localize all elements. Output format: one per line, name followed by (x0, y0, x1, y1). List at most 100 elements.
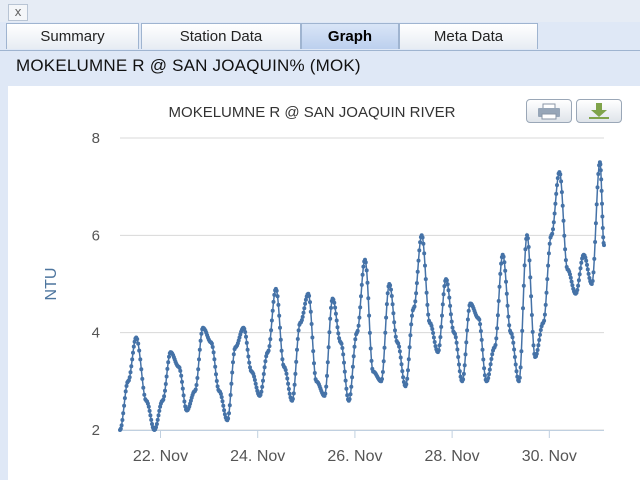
tab-station-data[interactable]: Station Data (141, 23, 301, 49)
data-point (593, 240, 598, 244)
data-point (342, 369, 347, 374)
data-point (195, 376, 200, 380)
data-point (122, 396, 127, 401)
data-point (450, 325, 455, 330)
data-point (456, 355, 461, 359)
data-point (243, 330, 248, 334)
data-point (139, 367, 144, 372)
data-point (178, 368, 183, 373)
data-point (585, 267, 590, 272)
data-point (418, 240, 423, 245)
data-point (517, 375, 522, 380)
data-point (292, 382, 297, 387)
data-point (585, 262, 589, 267)
tab-summary[interactable]: Summary (6, 23, 139, 49)
data-point (576, 278, 581, 283)
data-point (465, 328, 470, 333)
data-point (366, 296, 371, 301)
print-button[interactable] (526, 99, 572, 123)
data-point (122, 403, 127, 408)
data-point (198, 338, 203, 343)
data-point (380, 377, 384, 381)
data-point (180, 379, 184, 384)
data-point (277, 313, 282, 318)
data-point (404, 382, 409, 387)
data-point (563, 247, 568, 252)
data-point (478, 329, 483, 334)
data-point (327, 330, 332, 335)
data-point (162, 394, 167, 399)
data-point (124, 384, 129, 388)
data-point (504, 291, 509, 296)
data-point (350, 364, 355, 369)
data-point (431, 335, 436, 340)
data-point (393, 334, 398, 339)
data-point (345, 393, 350, 398)
y-tick-label: 6 (92, 227, 100, 244)
data-point (525, 233, 529, 238)
data-point (507, 323, 512, 328)
data-point (166, 360, 171, 365)
data-point (457, 362, 461, 367)
data-point (579, 260, 584, 265)
data-point (600, 214, 605, 219)
data-point (577, 272, 582, 277)
data-point (415, 269, 420, 274)
data-point (231, 360, 235, 365)
data-point (325, 373, 329, 378)
data-point (264, 354, 269, 359)
data-point (163, 388, 167, 393)
data-point (465, 317, 470, 322)
data-point (262, 365, 267, 370)
tab-graph[interactable]: Graph (301, 23, 399, 49)
data-point (230, 370, 235, 375)
data-point (559, 190, 564, 195)
data-point (150, 422, 154, 426)
data-point (389, 287, 393, 292)
data-point (596, 172, 601, 176)
data-point (599, 177, 604, 182)
data-point (555, 183, 559, 188)
data-point (598, 162, 603, 167)
data-point (276, 302, 281, 307)
data-point (441, 292, 446, 297)
data-point (481, 357, 486, 362)
data-point (392, 320, 397, 325)
data-point (360, 272, 365, 277)
data-point (283, 368, 288, 372)
data-point (343, 378, 348, 383)
data-point (569, 279, 574, 284)
data-point (324, 384, 329, 389)
data-point (568, 275, 573, 280)
data-point (448, 303, 453, 308)
data-point (487, 367, 492, 372)
data-point (414, 281, 419, 286)
data-point (381, 359, 386, 364)
data-point (518, 365, 523, 370)
data-point (293, 371, 298, 376)
x-tick-label: 28. Nov (425, 448, 480, 465)
data-point (522, 263, 527, 268)
data-point (425, 302, 430, 307)
data-point (499, 261, 504, 266)
data-point (328, 316, 333, 321)
data-point (528, 275, 533, 280)
data-point (400, 369, 405, 374)
data-point (501, 254, 506, 259)
download-button[interactable] (576, 99, 622, 123)
data-point (497, 284, 502, 289)
data-point (287, 391, 292, 396)
data-point (197, 357, 201, 362)
data-point (600, 226, 605, 230)
data-point (261, 372, 266, 376)
data-point (197, 347, 202, 352)
data-point (440, 313, 444, 318)
data-point (601, 235, 606, 240)
close-button[interactable]: x (8, 4, 28, 21)
data-point (244, 334, 248, 339)
tab-meta-data[interactable]: Meta Data (399, 23, 538, 49)
data-point (496, 299, 501, 303)
data-point (390, 302, 395, 307)
data-point (407, 345, 412, 350)
data-point (440, 302, 445, 307)
